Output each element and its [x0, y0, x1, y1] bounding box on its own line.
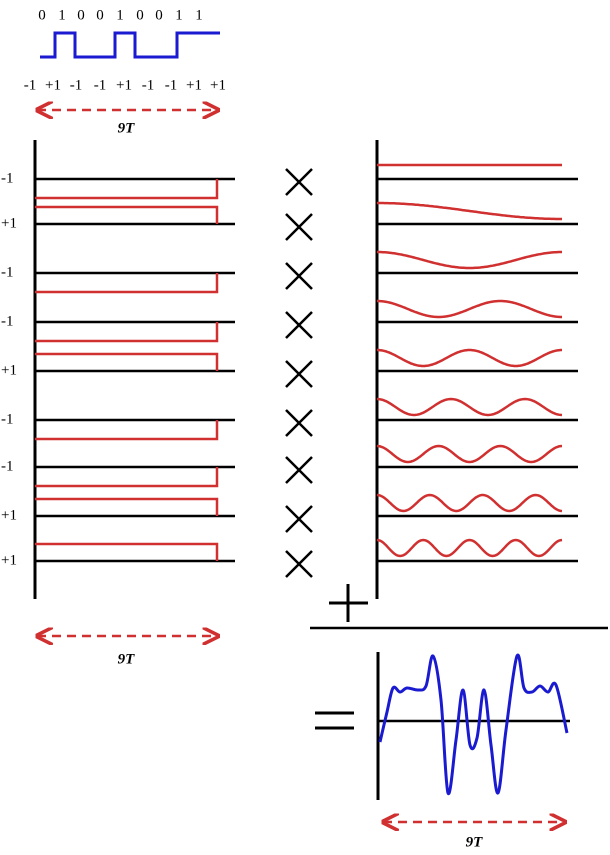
bit-label: 1 [175, 7, 183, 23]
symbol-label: -1 [142, 77, 155, 93]
bit-label: 0 [136, 7, 144, 23]
basis-wave [376, 397, 563, 417]
row-label: -1 [1, 458, 14, 474]
times-sign [285, 409, 313, 437]
times-sign [285, 505, 313, 533]
symbol-label: -1 [165, 77, 178, 93]
basis-wave [377, 299, 562, 319]
row-label: +1 [1, 215, 17, 231]
row-label: -1 [1, 313, 14, 329]
row-label: +1 [1, 362, 17, 378]
symbol-label: -1 [94, 77, 107, 93]
duration-label: 9T [118, 120, 136, 136]
row-label: -1 [1, 170, 14, 186]
symbol-label: +1 [116, 77, 132, 93]
pulse [35, 497, 219, 516]
bit-label: 1 [116, 7, 124, 23]
duration-label: 9T [118, 651, 136, 667]
times-sign [285, 311, 313, 339]
times-sign [285, 360, 313, 388]
bit-label: 0 [38, 7, 46, 23]
row-label: -1 [1, 411, 14, 427]
basis-wave [376, 538, 563, 558]
duration-label: 9T [466, 834, 484, 850]
pulse [35, 542, 219, 561]
bit-label: 1 [58, 7, 66, 23]
basis-wave [376, 493, 563, 513]
basis-wave [377, 201, 562, 221]
pulse [35, 179, 219, 200]
symbol-label: +1 [210, 77, 226, 93]
times-sign [285, 456, 313, 484]
pulse [35, 273, 219, 294]
times-sign [285, 550, 313, 578]
row-label: -1 [1, 264, 14, 280]
times-sign [285, 168, 313, 196]
pulse [35, 352, 219, 371]
pulse [35, 467, 219, 488]
result-waveform [378, 653, 569, 796]
basis-wave [377, 348, 562, 368]
symbol-label: -1 [24, 77, 37, 93]
pulse [35, 322, 219, 343]
symbol-label: -1 [70, 77, 83, 93]
bit-label: 0 [155, 7, 163, 23]
row-label: +1 [1, 552, 17, 568]
times-sign [285, 213, 313, 241]
bit-label: 0 [77, 7, 85, 23]
times-sign [285, 262, 313, 290]
basis-wave [377, 250, 562, 270]
symbol-label: +1 [45, 77, 61, 93]
pulse [35, 420, 219, 441]
bit-waveform [40, 31, 220, 59]
basis-wave [376, 444, 563, 464]
row-label: +1 [1, 507, 17, 523]
bit-label: 0 [96, 7, 104, 23]
bit-label: 1 [195, 7, 203, 23]
pulse [35, 205, 219, 224]
symbol-label: +1 [186, 77, 202, 93]
